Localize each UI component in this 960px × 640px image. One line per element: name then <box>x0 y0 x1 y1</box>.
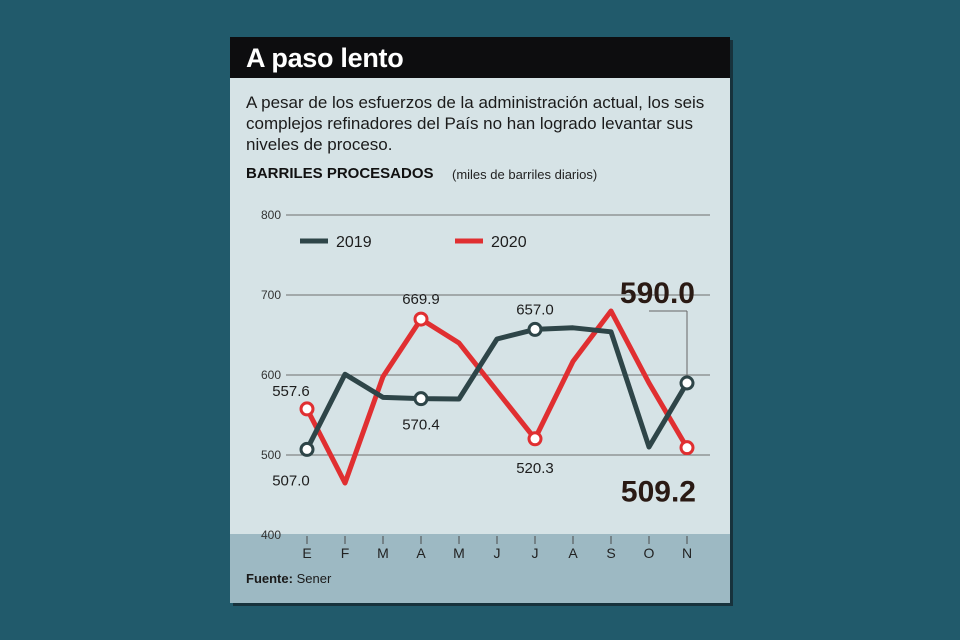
data-point-marker <box>299 441 315 457</box>
data-label: 570.4 <box>402 417 440 434</box>
data-point-marker <box>413 311 429 327</box>
data-label: 590.0 <box>620 277 695 310</box>
y-tick-label: 600 <box>261 368 281 382</box>
x-tick-label: E <box>302 545 311 561</box>
data-point-marker <box>679 440 695 456</box>
y-tick-label: 800 <box>261 208 281 222</box>
chart-subtitle: A pesar de los esfuerzos de la administr… <box>246 93 705 154</box>
line-chart: 400 500 600 700 800 E F M A M J J A S O N 2019 2020 507… <box>261 208 710 561</box>
x-tick-label: J <box>532 545 539 561</box>
x-tick-label: N <box>682 545 692 561</box>
series-lines <box>304 308 690 486</box>
x-tick-label: M <box>377 545 389 561</box>
source-note: Fuente: Sener <box>246 571 331 586</box>
data-point-marker <box>679 375 695 391</box>
y-tick-label: 700 <box>261 288 281 302</box>
chart-title: A paso lento <box>246 43 404 73</box>
x-tick-label: S <box>606 545 615 561</box>
source-label: Fuente: <box>246 571 293 586</box>
x-tick-label: J <box>494 545 501 561</box>
section-unit: (miles de barriles diarios) <box>452 167 598 182</box>
x-tick-label: F <box>341 545 350 561</box>
gridlines <box>286 214 710 544</box>
y-tick-label: 400 <box>261 528 281 542</box>
section-label: BARRILES PROCESADOS <box>246 165 434 182</box>
infographic-card: A paso lento A pesar de los esfuerzos de… <box>230 37 730 603</box>
x-tick-label: O <box>644 545 655 561</box>
x-tick-label: M <box>453 545 465 561</box>
series-line-2019 <box>304 325 690 452</box>
x-tick-label: A <box>416 545 426 561</box>
data-label: 557.6 <box>272 383 310 400</box>
data-point-marker <box>527 321 543 337</box>
legend-label-2020: 2020 <box>491 234 527 251</box>
data-point-marker <box>527 431 543 447</box>
footer-band <box>230 534 730 603</box>
data-label: 509.2 <box>621 476 696 509</box>
title-bar <box>230 37 730 78</box>
data-label: 520.3 <box>516 460 554 477</box>
data-label: 669.9 <box>402 291 440 308</box>
y-axis-ticks: 400 500 600 700 800 <box>261 208 281 542</box>
legend: 2019 2020 <box>300 234 527 251</box>
data-label: 507.0 <box>272 472 310 489</box>
x-tick-label: A <box>568 545 578 561</box>
legend-label-2019: 2019 <box>336 234 372 251</box>
data-point-marker <box>413 391 429 407</box>
series-line-2020 <box>304 308 690 486</box>
data-label: 657.0 <box>516 301 554 318</box>
source-value: Sener <box>296 571 332 586</box>
data-labels: 507.0 570.4 657.0 590.0 557.6 669.9 520.3 509.2 <box>272 277 696 509</box>
y-tick-label: 500 <box>261 448 281 462</box>
data-point-marker <box>299 401 315 417</box>
